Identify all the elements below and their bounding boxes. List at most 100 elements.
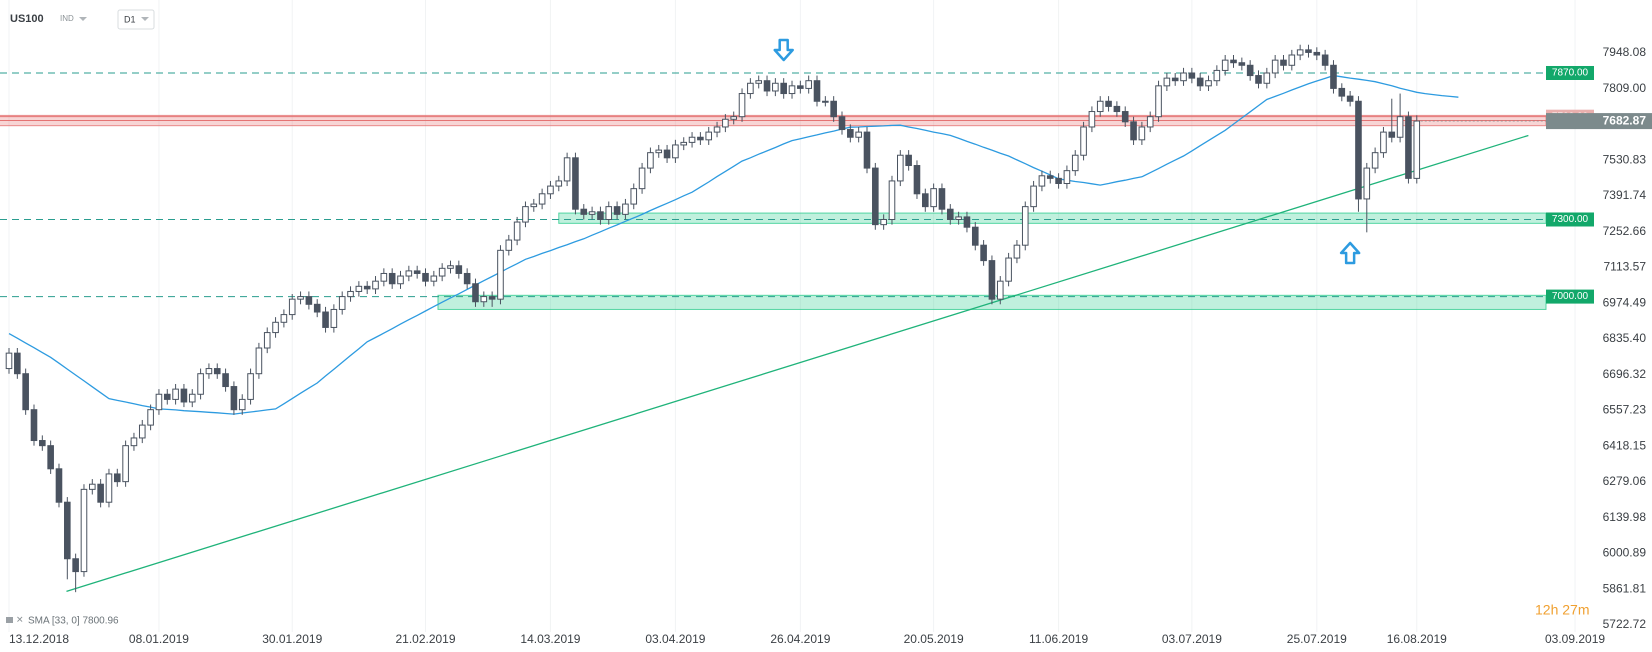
candle-body [1346, 95, 1354, 102]
candle-body [805, 80, 812, 89]
y-tick-label: 6139.98 [1603, 510, 1647, 524]
candle-body [1113, 105, 1121, 113]
candle-body [922, 193, 929, 208]
candle-body [255, 347, 263, 375]
indicator-legend: SMA [33, 0] 7800.96 [28, 616, 119, 627]
candle-body [1355, 100, 1362, 200]
candle-body [1338, 87, 1346, 97]
x-tick-label: 14.03.2019 [520, 632, 580, 646]
symbol[interactable]: US100 [10, 13, 44, 25]
y-tick-label: 6557.23 [1603, 403, 1647, 417]
y-tick-label: 6835.40 [1603, 331, 1647, 345]
y-tick-label: 7530.83 [1603, 152, 1647, 166]
candle-body [288, 298, 296, 316]
candle-body [30, 409, 38, 442]
candle-body [1380, 131, 1387, 154]
candle-body [197, 373, 204, 395]
timeframe-dropdown[interactable] [141, 17, 149, 21]
candle-body [522, 206, 529, 223]
candle-body [147, 409, 154, 426]
y-tick-label: 6279.06 [1603, 474, 1647, 488]
candle-body [130, 437, 138, 447]
indicator-icon[interactable] [6, 617, 13, 623]
arrow [773, 38, 794, 62]
candle-body [172, 388, 179, 400]
candle-body [1005, 257, 1012, 282]
candle-body [1063, 170, 1071, 185]
candle-body [1238, 62, 1246, 66]
candle-body [847, 129, 854, 138]
candle-body [672, 144, 679, 159]
candle-body [630, 188, 638, 205]
candle-body [138, 424, 146, 439]
candle-body [5, 352, 13, 370]
candle-body [1371, 152, 1379, 169]
candle-body [180, 388, 188, 403]
candle-body [1305, 49, 1312, 53]
x-tick-label: 21.02.2019 [395, 632, 455, 646]
candle-body [1313, 51, 1321, 56]
symbol-dropdown[interactable] [79, 17, 87, 21]
candle-body [980, 244, 987, 262]
candle-body [1088, 111, 1096, 128]
candle-body [380, 272, 388, 282]
candle-body [1071, 154, 1079, 172]
candle-body [305, 296, 313, 305]
candle-body [505, 239, 513, 251]
candle-body [297, 296, 304, 300]
candle-body [447, 265, 454, 269]
candle-body [1205, 80, 1212, 87]
x-tick-label: 20.05.2019 [904, 632, 964, 646]
instrument-type: IND [60, 14, 74, 23]
x-tick-label: 16.08.2019 [1387, 632, 1447, 646]
timeframe-box[interactable] [117, 9, 155, 30]
candle-body [405, 270, 413, 277]
candle-body [855, 131, 862, 138]
y-tick-label: 6418.15 [1603, 438, 1647, 452]
candle-body [955, 216, 962, 220]
candle-body [163, 393, 171, 400]
level-label: 7000.00 [1552, 291, 1589, 302]
candle-body [313, 303, 321, 313]
candle-body [322, 311, 329, 328]
candle-body [355, 285, 363, 292]
candle-body [97, 483, 104, 503]
x-tick-label: 25.07.2019 [1287, 632, 1347, 646]
indicator-remove[interactable]: ✕ [16, 614, 24, 624]
candle-body [1146, 116, 1154, 128]
candle-body [1255, 75, 1262, 84]
zone [558, 212, 1547, 224]
candle-body [238, 398, 246, 411]
candle-body [1171, 77, 1179, 82]
candle-body [1330, 64, 1337, 89]
candle-body [530, 203, 538, 208]
candle-body [788, 85, 796, 95]
y-tick-label: 6974.49 [1603, 295, 1647, 309]
candle-body [1230, 59, 1237, 64]
candle-body [22, 373, 29, 411]
candle-body [722, 118, 729, 128]
candle-body [513, 221, 521, 241]
candle-body [897, 154, 904, 182]
candle-body [1413, 120, 1421, 179]
x-tick-label: 30.01.2019 [262, 632, 322, 646]
candle-body [597, 211, 604, 220]
candle-body [963, 216, 971, 228]
level-tag [1546, 65, 1594, 80]
candle-body [730, 116, 738, 120]
candle-body [1055, 177, 1062, 185]
candle-body [688, 136, 696, 143]
candle-body [738, 93, 746, 118]
candle-body [763, 80, 771, 92]
timeframe[interactable]: D1 [124, 14, 136, 24]
candle-body [280, 314, 288, 323]
candle-body [1030, 185, 1037, 208]
candle-body [755, 80, 763, 84]
candle-body [1188, 72, 1196, 79]
candle-body [1396, 116, 1404, 138]
candle-body [996, 280, 1004, 300]
candle-body [113, 473, 121, 483]
y-tick-label: 6696.32 [1603, 367, 1647, 381]
